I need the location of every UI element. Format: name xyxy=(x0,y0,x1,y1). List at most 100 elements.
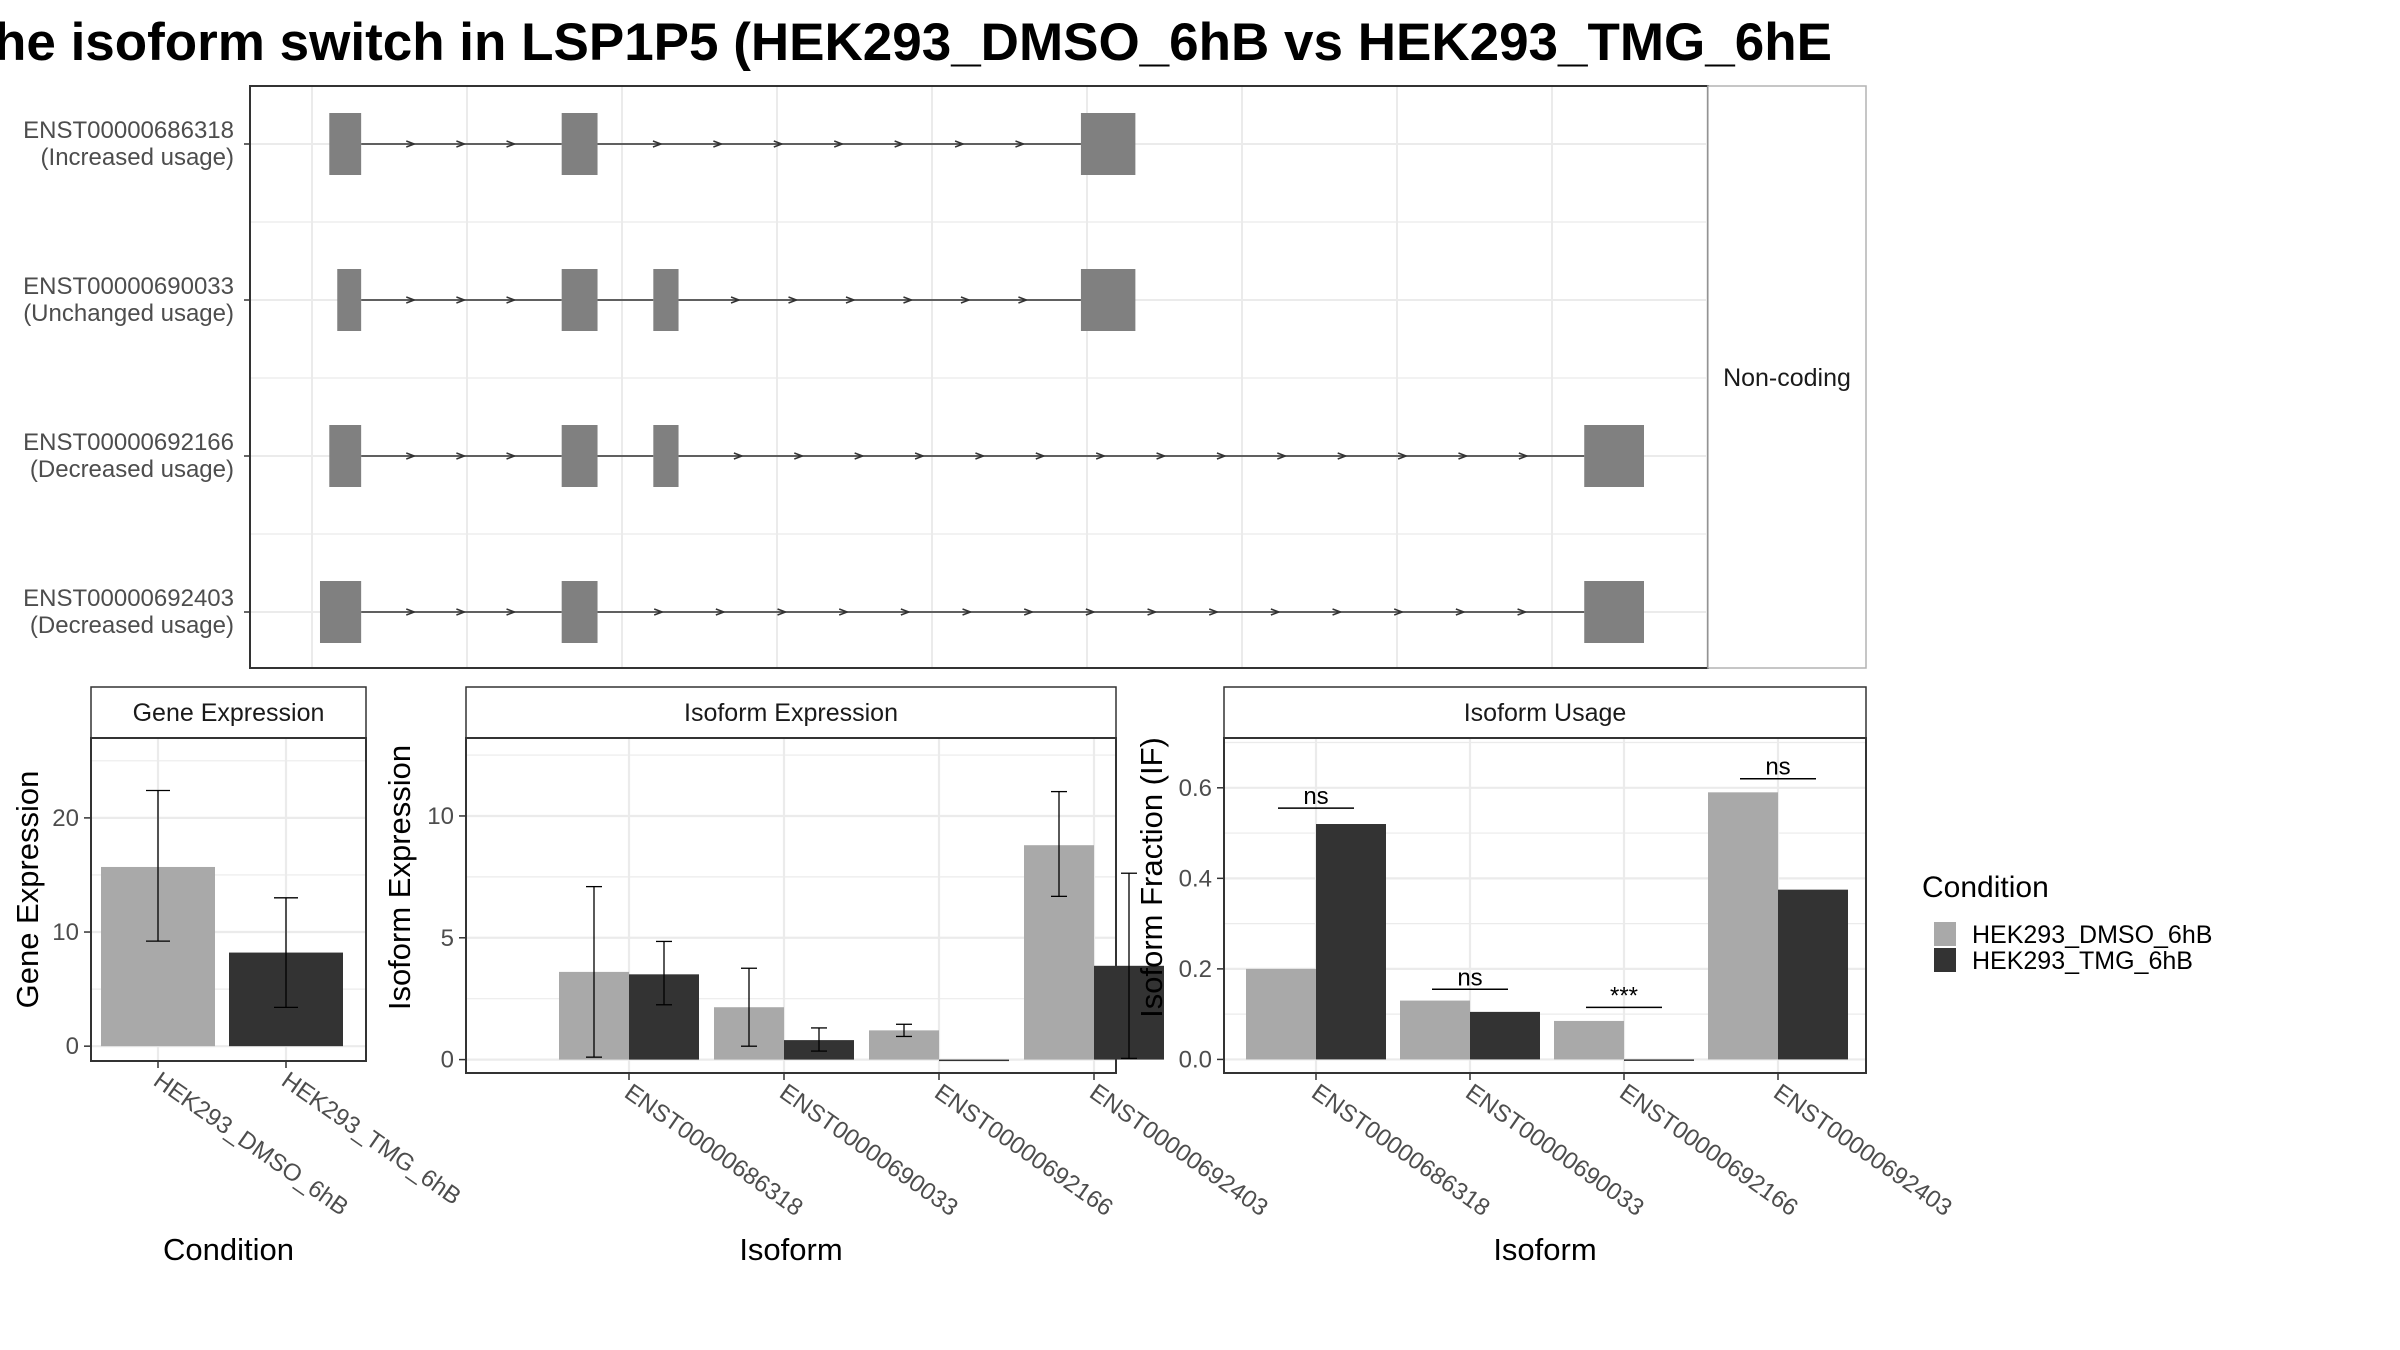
bar xyxy=(1246,968,1316,1060)
transcript-usage-label: (Decreased usage) xyxy=(30,456,234,483)
intron-direction-arrow xyxy=(975,452,986,460)
intron-direction-arrow xyxy=(733,452,745,460)
transcript-usage-label: (Unchanged usage) xyxy=(23,300,234,327)
facet-strip-label: Isoform Usage xyxy=(1464,699,1627,727)
facet-strip-label: Isoform Expression xyxy=(684,699,898,727)
exon-block xyxy=(653,425,679,487)
transcript-label: ENST00000686318 xyxy=(23,117,234,144)
significance-label: ns xyxy=(1457,964,1482,991)
intron-direction-arrow xyxy=(1518,452,1529,460)
intron-direction-arrow xyxy=(1156,452,1167,460)
intron-direction-arrow xyxy=(900,608,912,616)
y-tick-label: 5 xyxy=(441,925,454,952)
intron-direction-arrow xyxy=(456,140,467,148)
gene-structure-panel xyxy=(250,86,1708,668)
bar xyxy=(1400,1000,1470,1060)
x-axis-title: Isoform xyxy=(1493,1232,1596,1267)
facet-strip xyxy=(465,686,1117,739)
exon-block xyxy=(329,113,362,175)
intron-direction-arrow xyxy=(1277,452,1288,460)
transcript-label: ENST00000692166 xyxy=(23,429,234,456)
intron-direction-arrow xyxy=(954,140,966,148)
intron-direction-arrow xyxy=(1332,608,1343,616)
exon-block xyxy=(1080,113,1136,175)
intron-direction-arrow xyxy=(1085,608,1097,616)
y-tick-label: 0 xyxy=(66,1033,79,1060)
legend-swatch xyxy=(1934,948,1956,972)
plot-panel-border xyxy=(90,737,367,1062)
bar xyxy=(1624,1059,1694,1061)
y-tick-label: 10 xyxy=(52,919,79,946)
intron-direction-arrow xyxy=(838,608,850,616)
transcript-label: ENST00000692403 xyxy=(23,585,234,612)
intron-direction-arrow xyxy=(1208,608,1220,616)
intron-direction-arrow xyxy=(773,140,784,148)
legend-swatch xyxy=(1934,922,1956,946)
intron-direction-arrow xyxy=(777,608,788,616)
intron-direction-arrow xyxy=(1095,452,1107,460)
intron-direction-arrow xyxy=(788,296,799,304)
significance-label: ns xyxy=(1765,754,1790,781)
facet-strip-right xyxy=(1707,85,1867,669)
intron-direction-arrow xyxy=(713,140,724,148)
plot-panel-border xyxy=(465,737,1117,1074)
bar xyxy=(1554,1020,1624,1060)
intron-direction-arrow xyxy=(794,452,805,460)
y-tick-label: 0.2 xyxy=(1179,956,1212,983)
figure-title: he isoform switch in LSP1P5 (HEK293_DMSO… xyxy=(0,13,1832,72)
intron-direction-arrow xyxy=(1270,608,1282,616)
intron-direction-arrow xyxy=(1455,608,1467,616)
transcript-label: ENST00000690033 xyxy=(23,273,234,300)
intron-direction-arrow xyxy=(506,140,517,148)
intron-direction-arrow xyxy=(1458,452,1469,460)
exon-block xyxy=(1584,581,1644,643)
intron-direction-arrow xyxy=(1147,608,1158,616)
bar xyxy=(1470,1011,1540,1060)
intron-direction-arrow xyxy=(506,608,517,616)
y-tick-label: 0.6 xyxy=(1179,775,1212,802)
intron-direction-arrow xyxy=(854,452,865,460)
plot-panel-border xyxy=(1223,737,1867,1074)
exon-block xyxy=(329,425,362,487)
exon-block xyxy=(561,425,598,487)
exon-block xyxy=(319,581,362,643)
x-axis-title: Condition xyxy=(163,1232,294,1267)
intron-direction-arrow xyxy=(506,452,517,460)
intron-direction-arrow xyxy=(894,140,905,148)
facet-strip-label: Gene Expression xyxy=(133,699,325,727)
exon-block xyxy=(561,581,598,643)
intron-direction-arrow xyxy=(1023,608,1035,616)
intron-direction-arrow xyxy=(1517,608,1528,616)
bar xyxy=(1708,792,1778,1060)
exon-block xyxy=(653,269,679,331)
exon-block xyxy=(561,113,598,175)
significance-label: *** xyxy=(1610,982,1638,1009)
facet-strip xyxy=(1223,686,1867,739)
transcript-usage-label: (Increased usage) xyxy=(41,144,234,171)
intron-direction-arrow xyxy=(456,296,467,304)
bar-panel-isoform-expression xyxy=(459,686,1164,1080)
intron-direction-arrow xyxy=(653,608,665,616)
intron-direction-arrow xyxy=(1397,452,1409,460)
intron-direction-arrow xyxy=(962,608,973,616)
intron-direction-arrow xyxy=(960,296,972,304)
intron-direction-arrow xyxy=(845,296,857,304)
intron-direction-arrow xyxy=(406,296,417,304)
y-tick-label: 0.4 xyxy=(1179,865,1212,892)
x-axis-title: Isoform xyxy=(739,1232,842,1267)
intron-direction-arrow xyxy=(652,140,664,148)
intron-direction-arrow xyxy=(406,608,417,616)
exon-block xyxy=(1584,425,1644,487)
y-axis-title: Gene Expression xyxy=(10,771,45,1009)
y-tick-label: 20 xyxy=(52,805,79,832)
intron-direction-arrow xyxy=(1015,140,1026,148)
exon-block xyxy=(561,269,598,331)
intron-direction-arrow xyxy=(406,452,417,460)
legend-item-label: HEK293_DMSO_6hB xyxy=(1972,921,2212,949)
intron-direction-arrow xyxy=(456,452,467,460)
bar xyxy=(1778,889,1848,1060)
intron-direction-arrow xyxy=(730,296,742,304)
significance-label: ns xyxy=(1303,783,1328,810)
y-axis-title: Isoform Fraction (IF) xyxy=(1134,737,1169,1018)
